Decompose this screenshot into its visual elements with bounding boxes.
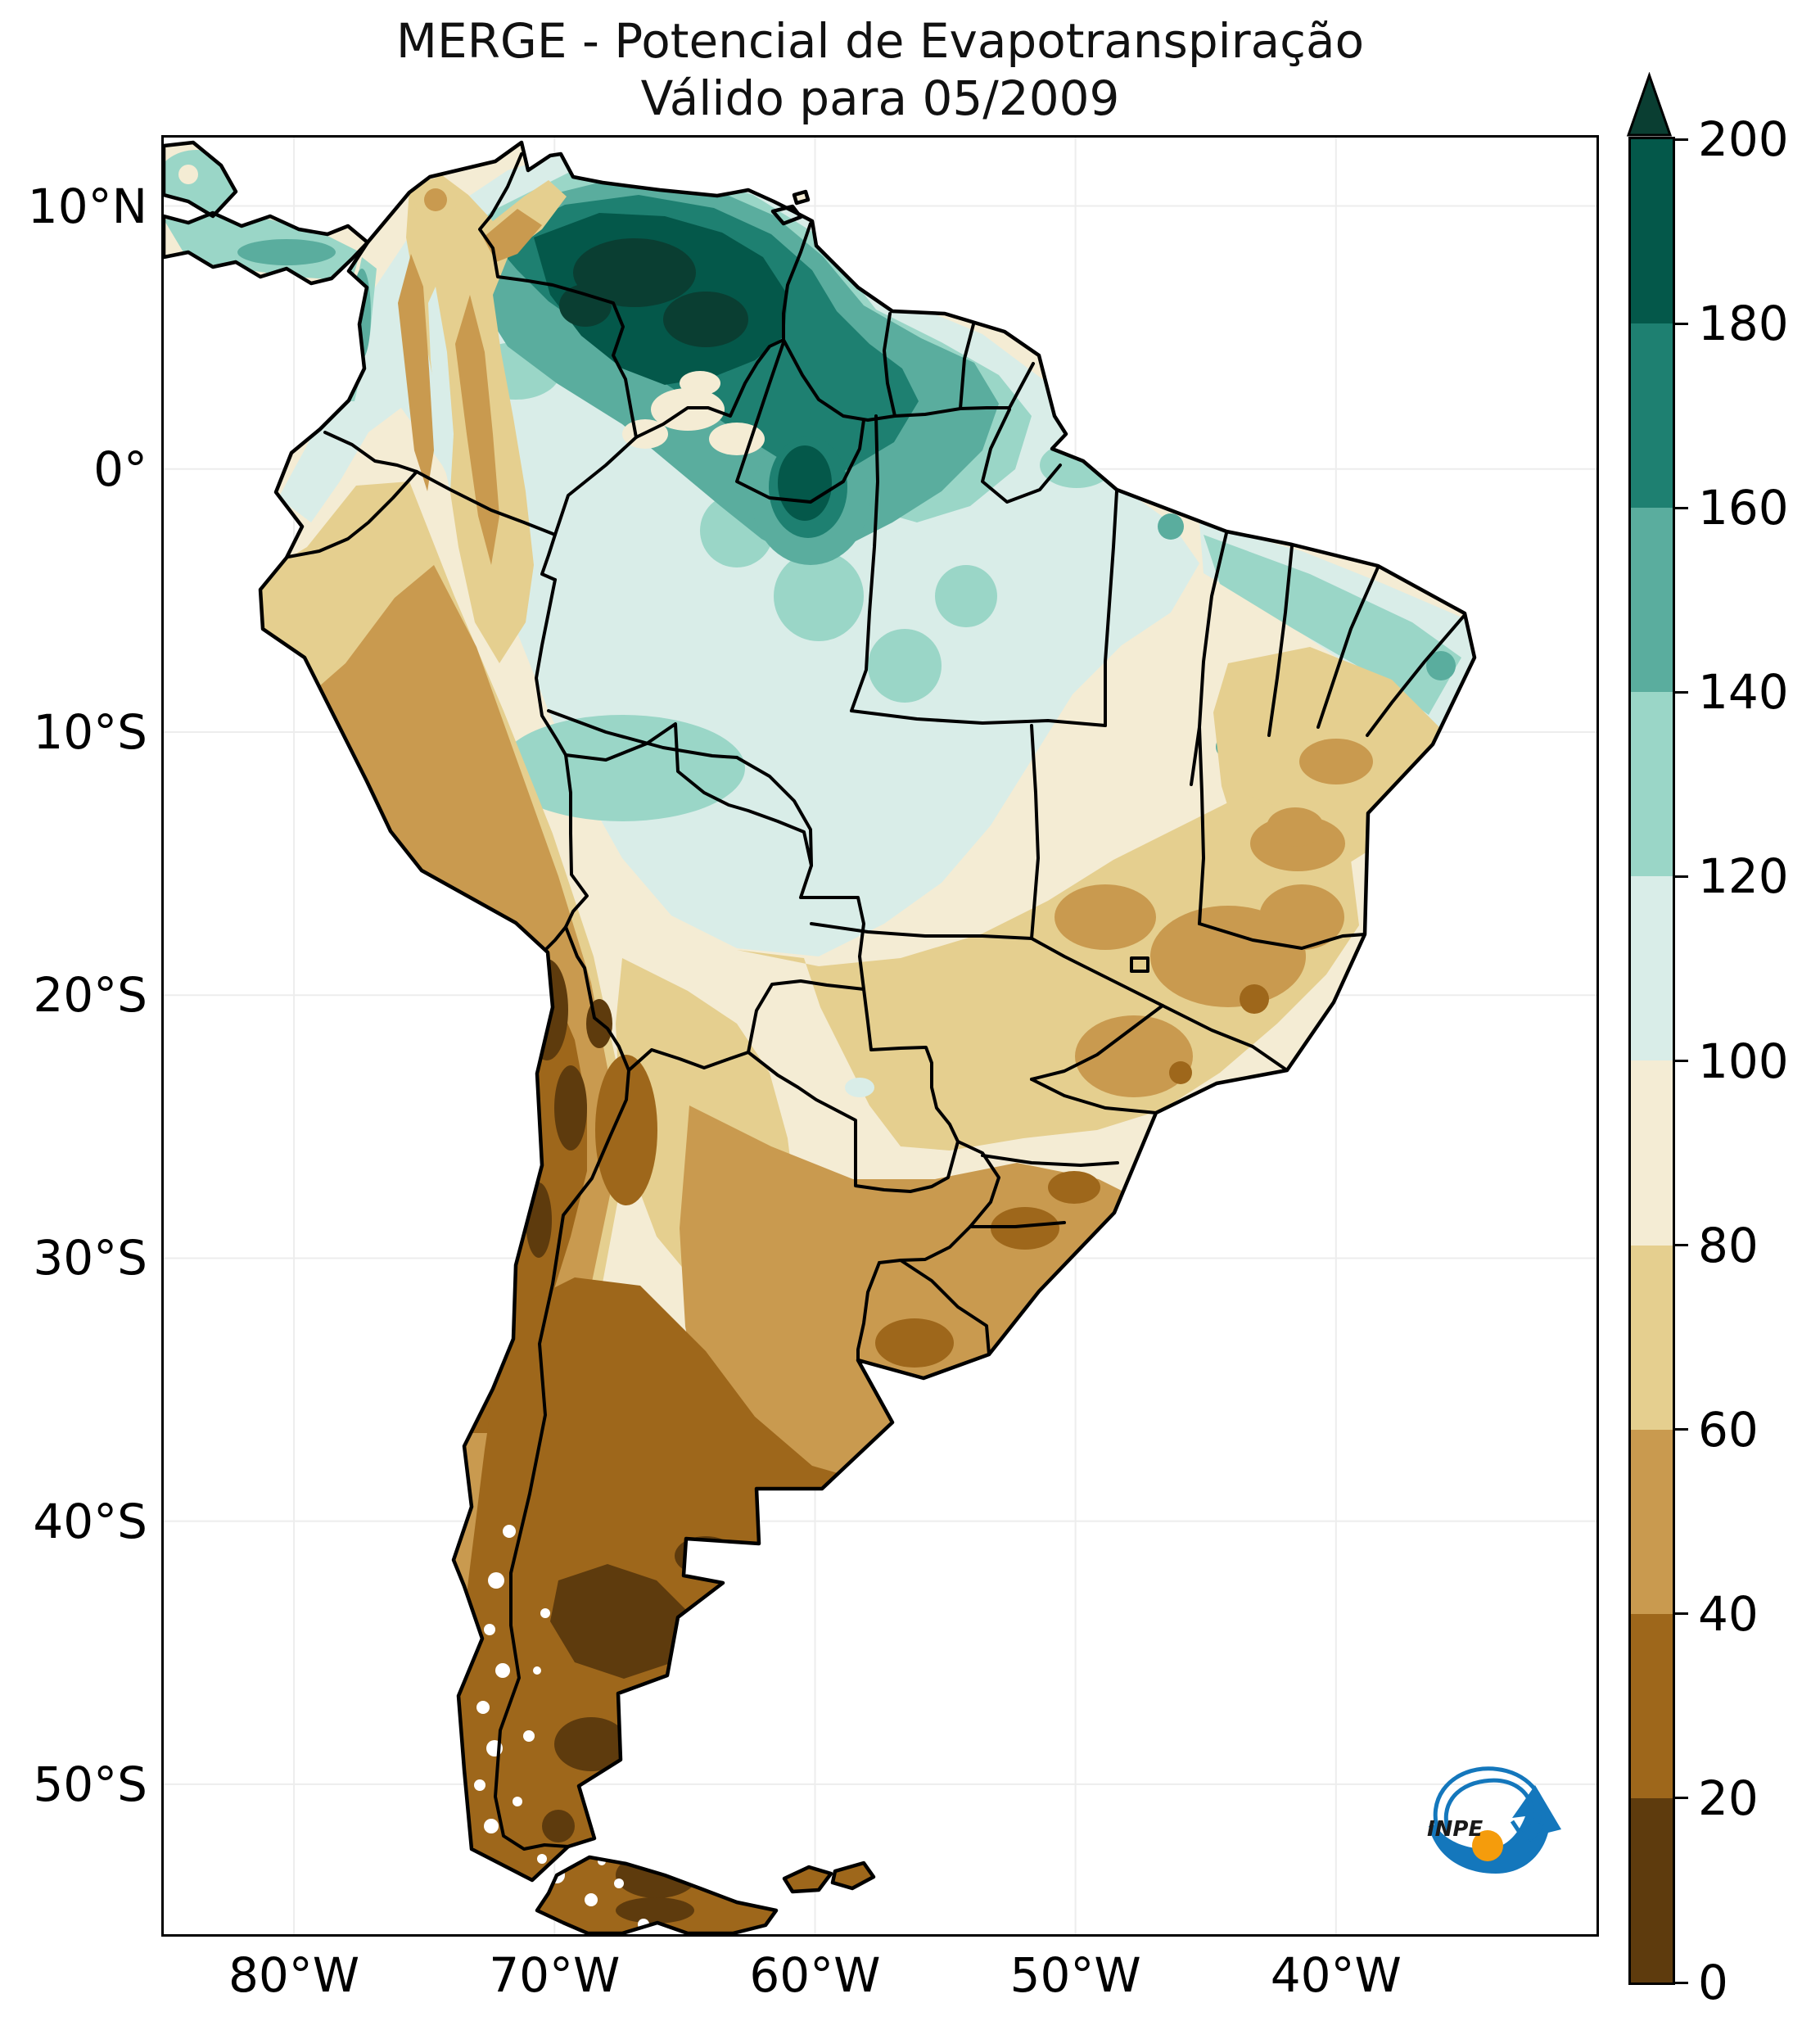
colorbar-tick-label: 180 [1698,296,1789,352]
colorbar-tick-label: 140 [1698,664,1789,721]
colorbar-tick-label: 0 [1698,1955,1728,2010]
colorbar-segment [1631,692,1673,877]
lat-tick-label: 30°S [33,1230,147,1286]
lat-tick-label: 50°S [33,1756,147,1812]
colorbar-tick-label: 100 [1698,1033,1789,1089]
colorbar-tick-label: 120 [1698,848,1789,905]
colorbar-segment [1631,323,1673,509]
colorbar-tick-label: 200 [1698,111,1789,167]
chart-title: MERGE - Potencial de Evapotranspiração [395,13,1365,69]
south-america-map [164,138,1596,1934]
map-plot-area [161,135,1599,1937]
lat-tick-label: 10°S [33,703,147,760]
colorbar-tick [1675,506,1688,509]
logo-text: INPE [1427,1817,1483,1842]
colorbar-tick [1675,138,1688,141]
colorbar-segment [1631,1429,1673,1614]
colorbar-tick [1675,1797,1688,1800]
colorbar-tick [1675,690,1688,694]
country-borders [287,152,1035,1851]
colorbar-tick [1675,1244,1688,1247]
colorbar-segment [1631,1245,1673,1430]
no-data-speckles [468,1525,649,1930]
colorbar-tick [1675,875,1688,878]
lon-tick-label: 40°W [1270,1947,1402,2003]
colorbar-tick-label: 40 [1698,1585,1759,1642]
logo-swoosh-arrow [1429,1785,1561,1874]
colorbar-segment [1631,1613,1673,1798]
lat-tick-label: 0° [93,441,147,497]
colorbar-tick [1675,1612,1688,1616]
colorbar-segment [1631,1797,1673,1983]
colorbar-tick-label: 160 [1698,480,1789,536]
colorbar-segment [1631,508,1673,693]
lat-tick-label: 20°S [33,967,147,1024]
lon-tick-label: 50°W [1009,1947,1141,2003]
colorbar-segment [1631,876,1673,1061]
lon-tick-label: 60°W [749,1947,881,2003]
logo-down-arrowhead [1510,1820,1542,1845]
colorbar-tick [1675,322,1688,325]
colorbar-tick [1675,1060,1688,1062]
logo-orange-sphere [1472,1830,1503,1861]
chart-subtitle: Válido para 05/2009 [640,70,1120,126]
evapotranspiration-field [164,142,1475,1933]
colorbar-tick-label: 60 [1698,1401,1759,1458]
lat-tick-label: 10°N [27,178,147,234]
colorbar-tick-label: 20 [1698,1770,1759,1826]
inpe-logo: INPE [1427,1766,1561,1874]
colorbar-tick-label: 80 [1698,1217,1759,1273]
state-borders [547,341,1466,1228]
colorbar-segment [1631,139,1673,324]
colorbar-tick [1675,1981,1688,1984]
logo-outer-arc [1433,1766,1546,1842]
logo-inner-arc [1443,1778,1534,1833]
coastline-outlines [164,140,1477,1934]
lon-tick-label: 70°W [489,1947,621,2003]
colorbar-segment [1631,1060,1673,1246]
colorbar [1628,137,1675,1985]
colorbar-tick [1675,1428,1688,1431]
colorbar-extend-max-arrow [1626,72,1673,137]
lat-tick-label: 40°S [33,1493,147,1549]
lon-tick-label: 80°W [228,1947,360,2003]
